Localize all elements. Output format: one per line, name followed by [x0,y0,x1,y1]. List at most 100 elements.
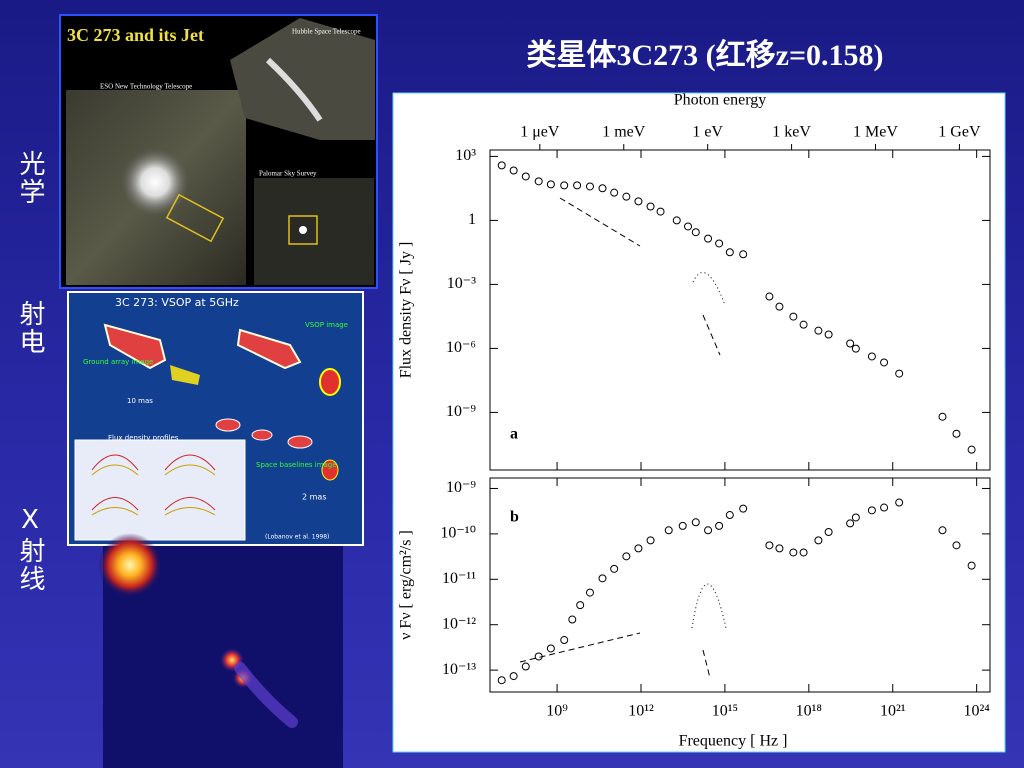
data-point [846,339,855,348]
data-point [634,544,643,553]
x2-axis-title: Photon energy [674,92,767,109]
data-point [739,504,748,513]
data-point [715,521,724,530]
data-point [789,548,798,557]
data-point [678,521,687,530]
data-point [895,498,904,507]
y-tick-label: 10⁻¹¹ [442,570,476,587]
data-point [546,644,555,653]
radio-blob [103,323,167,370]
x2-tick-label: 1 MeV [853,124,898,141]
image-label: Palomar Sky Survey [259,170,317,178]
data-point [684,222,693,231]
data-point [938,526,947,535]
hst-jet [265,57,323,122]
data-point [622,552,631,561]
data-point [938,412,947,421]
x-axis-title: Frequency [ Hz ] [679,733,788,750]
data-point [814,536,823,545]
image-title: 3C 273 and its Jet [67,25,204,45]
profile-curve [91,497,216,511]
y-axis-title: ν Fν [ erg/cm²/s ] [398,530,415,640]
data-point [789,312,798,321]
data-point [691,518,700,527]
data-point [497,676,506,685]
data-point [775,544,784,553]
data-point [851,513,860,522]
panel-label: a [510,426,518,443]
model-curve [519,632,641,663]
data-point [497,161,506,170]
x2-tick-label: 1 μeV [520,124,560,141]
image-label: Space baselines image [256,461,337,469]
data-point [534,177,543,186]
y-tick-label: 10⁻¹² [442,615,476,632]
hst-image [230,18,375,140]
data-point [851,344,860,353]
data-point [546,180,555,189]
data-point [664,526,673,535]
x-tick-label: 10¹⁵ [712,703,738,720]
data-point [646,202,655,211]
data-point [952,541,961,550]
data-point [521,662,530,671]
data-point [672,216,681,225]
data-point [646,536,655,545]
data-point [867,506,876,515]
data-point [691,228,700,237]
data-point [880,503,889,512]
data-point [799,548,808,557]
y-axis-title: Flux density Fν [ Jy ] [398,242,415,379]
y-tick-label: 10⁻⁹ [446,479,476,496]
data-point [739,250,748,259]
y-tick-label: 1 [468,211,476,228]
model-curve [692,272,726,306]
sed-plot: Photon energy Frequency [ Hz ] Flux dens… [398,92,991,750]
data-point [967,445,976,454]
axes-frame [489,477,991,693]
image-label: Hubble Space Telescope [292,28,361,36]
radio-blob [287,435,313,449]
optical-image: 3C 273 and its Jet Hubble Space Telescop… [59,14,378,289]
data-point [704,234,713,243]
data-point [568,615,577,624]
palomar-image [254,178,374,285]
y-tick-label: 10⁻⁹ [446,403,476,420]
data-point [509,672,518,681]
data-point [715,239,724,248]
x-tick-label: 10¹² [628,703,654,720]
xray-image [98,533,343,768]
data-point [576,601,585,610]
image-label: VSOP image [305,321,348,329]
panel-label: b [510,509,519,526]
data-point [521,172,530,181]
data-point [534,652,543,661]
radio-blob [321,459,339,481]
data-point [585,588,594,597]
radio-blob [236,328,302,370]
data-point [814,326,823,335]
x-tick-label: 10²⁴ [963,703,990,720]
profile-curve [91,454,216,471]
image-label: 2 mas [302,493,327,502]
side-label: 光学 [15,150,45,206]
data-point [704,526,713,535]
x-tick-label: 10¹⁸ [796,703,822,720]
data-point [867,352,876,361]
radio-image: 3C 273: VSOP at 5GHz VSOP image Ground a… [67,291,364,546]
data-point [622,192,631,201]
side-label: X射线 [15,505,45,593]
x-tick-label: 10²¹ [880,703,906,720]
radio-blob [251,429,273,441]
x2-tick-label: 1 keV [772,124,811,141]
data-point [560,181,569,190]
data-point [598,574,607,583]
y-tick-label: 10⁻³ [447,275,476,292]
xray-jet [234,662,298,728]
image-title: 3C 273: VSOP at 5GHz [115,296,239,309]
image-label: ESO New Technology Telescope [100,83,192,91]
jet-box [165,193,225,243]
y-tick-label: 10⁻¹³ [442,661,476,678]
